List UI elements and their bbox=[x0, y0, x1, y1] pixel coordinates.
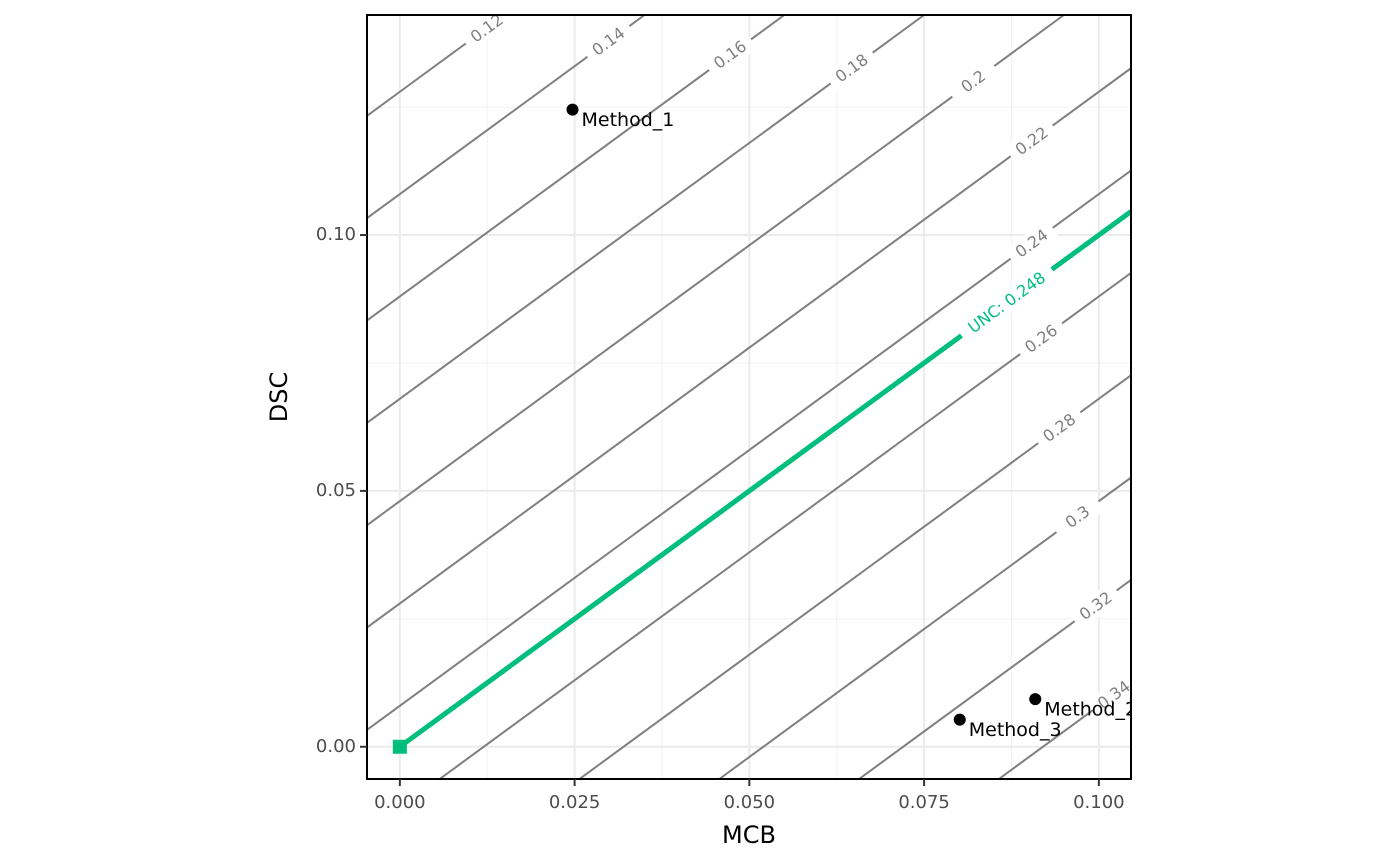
label-background bbox=[1086, 670, 1131, 720]
x-tick-label: 0.050 bbox=[724, 792, 776, 813]
isoline-label: 0.26 bbox=[1013, 314, 1069, 363]
label-background bbox=[1050, 492, 1105, 542]
isoline-label: 0.18 bbox=[824, 43, 880, 93]
plot-area: 0.12 0.14 0.16 0.18 0.20.220.240.260.280.30.… bbox=[367, 15, 1137, 779]
isoline-label: 0.24 bbox=[1004, 219, 1060, 268]
isoline bbox=[367, 15, 1065, 526]
label-background bbox=[1004, 219, 1060, 268]
point-label: Method_3 bbox=[969, 719, 1062, 741]
y-axis-title: DSC bbox=[265, 372, 293, 422]
x-tick-label: 0.025 bbox=[549, 792, 601, 813]
label-background bbox=[1068, 581, 1124, 631]
isoline-label: 0.28 bbox=[1031, 403, 1087, 452]
x-tick-label: 0.075 bbox=[898, 792, 950, 813]
axes: 0.000 0.025 0.050 0.075 0.100 0.00 0.05 0.10 bbox=[316, 224, 1125, 813]
point-label: Method_2 bbox=[1044, 699, 1137, 721]
isoline-label: 0.22 bbox=[1004, 116, 1060, 166]
isoline-label: 0.14 bbox=[580, 17, 636, 66]
point bbox=[1029, 693, 1042, 706]
label-background bbox=[580, 17, 636, 66]
isoline-label: 0.32 bbox=[1068, 581, 1124, 631]
label-background bbox=[1031, 403, 1087, 452]
isoline bbox=[367, 67, 1131, 629]
isoline bbox=[367, 169, 1131, 731]
isoline-label: 0.2 bbox=[945, 57, 1001, 106]
y-tick-label: 0.05 bbox=[316, 480, 356, 501]
x-tick-label: 0.000 bbox=[374, 792, 426, 813]
point bbox=[566, 103, 579, 116]
label-background bbox=[955, 260, 1059, 345]
label-background bbox=[1013, 314, 1069, 363]
isoline bbox=[439, 272, 1131, 779]
reference-point bbox=[392, 739, 407, 754]
point-label: Method_1 bbox=[582, 109, 675, 131]
isoline-label-text: UNC: 0.248 bbox=[964, 268, 1049, 337]
x-axis-title: MCB bbox=[722, 821, 776, 849]
y-tick-label: 0.10 bbox=[316, 224, 356, 245]
isoline-label: 0.3 bbox=[1050, 492, 1105, 542]
x-tick-label: 0.100 bbox=[1073, 792, 1125, 813]
point bbox=[953, 713, 966, 726]
label-background bbox=[702, 30, 758, 79]
label-background bbox=[1004, 116, 1060, 166]
y-tick-label: 0.00 bbox=[316, 736, 356, 757]
label-background bbox=[945, 57, 1001, 106]
label-background bbox=[824, 43, 880, 93]
